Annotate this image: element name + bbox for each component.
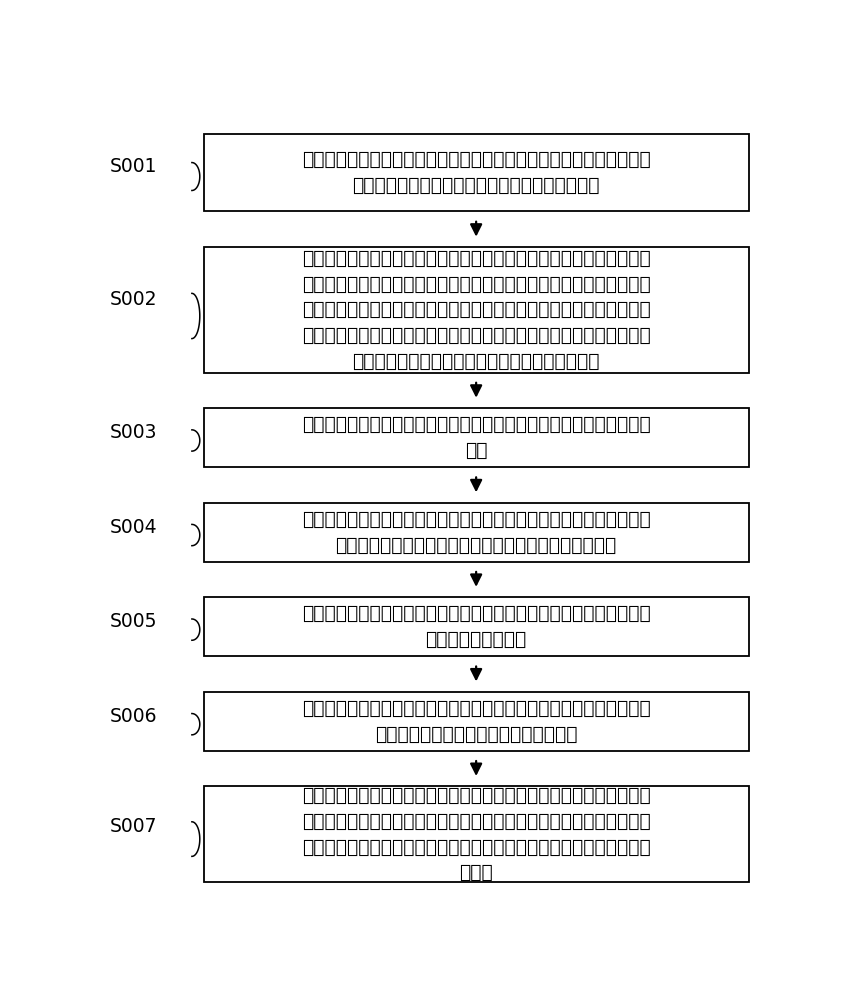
Text: 利用所述废弃工厂的完整度指标、生态指标、交通指标、连通性指标和
空间位置指标，以及各预设改造类型中各指标的重要程度值，得到不同
预设改造类型对应的评估值，将评估: 利用所述废弃工厂的完整度指标、生态指标、交通指标、连通性指标和 空间位置指标，以…: [302, 786, 650, 882]
Bar: [204, 408, 749, 467]
Text: 根据所述废弃工厂邻域范围内的预设种类的生活性设施的数量，获得废
弃工厂的连通性指标: 根据所述废弃工厂邻域范围内的预设种类的生活性设施的数量，获得废 弃工厂的连通性指…: [302, 604, 650, 649]
Text: 根据所述废弃工厂邻域范围内的建筑物面积和所述废弃工厂中心到市中
心的距离，获得废弃工厂的空间位置指标: 根据所述废弃工厂邻域范围内的建筑物面积和所述废弃工厂中心到市中 心的距离，获得废…: [302, 699, 650, 744]
Text: S001: S001: [110, 157, 157, 176]
Bar: [204, 247, 749, 373]
Text: S003: S003: [110, 423, 157, 442]
Text: S006: S006: [110, 707, 157, 726]
Text: S007: S007: [110, 817, 157, 836]
Text: S002: S002: [110, 290, 157, 309]
Text: 获得废弃工厂外观完整度等级、废弃工厂的内部设备数量和废弃工厂设
备完整度等级，并以此得到废弃工厂的完整度指标: 获得废弃工厂外观完整度等级、废弃工厂的内部设备数量和废弃工厂设 备完整度等级，并…: [302, 150, 650, 195]
Text: 根据所述废弃工厂范围内的绿地面积和水域面积，获得废弃工厂的生态
指标: 根据所述废弃工厂范围内的绿地面积和水域面积，获得废弃工厂的生态 指标: [302, 415, 650, 460]
Text: 根据所述废弃工厂邻域范围内公共交通站点的数量和所述废弃工厂邻域
范围内的道路条数和道路长度，获得废弃工厂的交通指标: 根据所述废弃工厂邻域范围内公共交通站点的数量和所述废弃工厂邻域 范围内的道路条数…: [302, 510, 650, 554]
Bar: [204, 134, 749, 211]
Bar: [204, 786, 749, 882]
Bar: [204, 597, 749, 656]
Bar: [204, 692, 749, 751]
Text: 获取废弃工厂的图像信息，并根据所述废弃工厂图像信息，获得废弃工
厂邻域范围内的绿地面积和水域面积、废弃工厂邻域范围内的公共交通
站点的数量、废弃工厂邻域范围内预: 获取废弃工厂的图像信息，并根据所述废弃工厂图像信息，获得废弃工 厂邻域范围内的绿…: [302, 249, 650, 371]
Bar: [204, 503, 749, 562]
Text: S005: S005: [110, 612, 157, 631]
Text: S004: S004: [110, 518, 157, 537]
